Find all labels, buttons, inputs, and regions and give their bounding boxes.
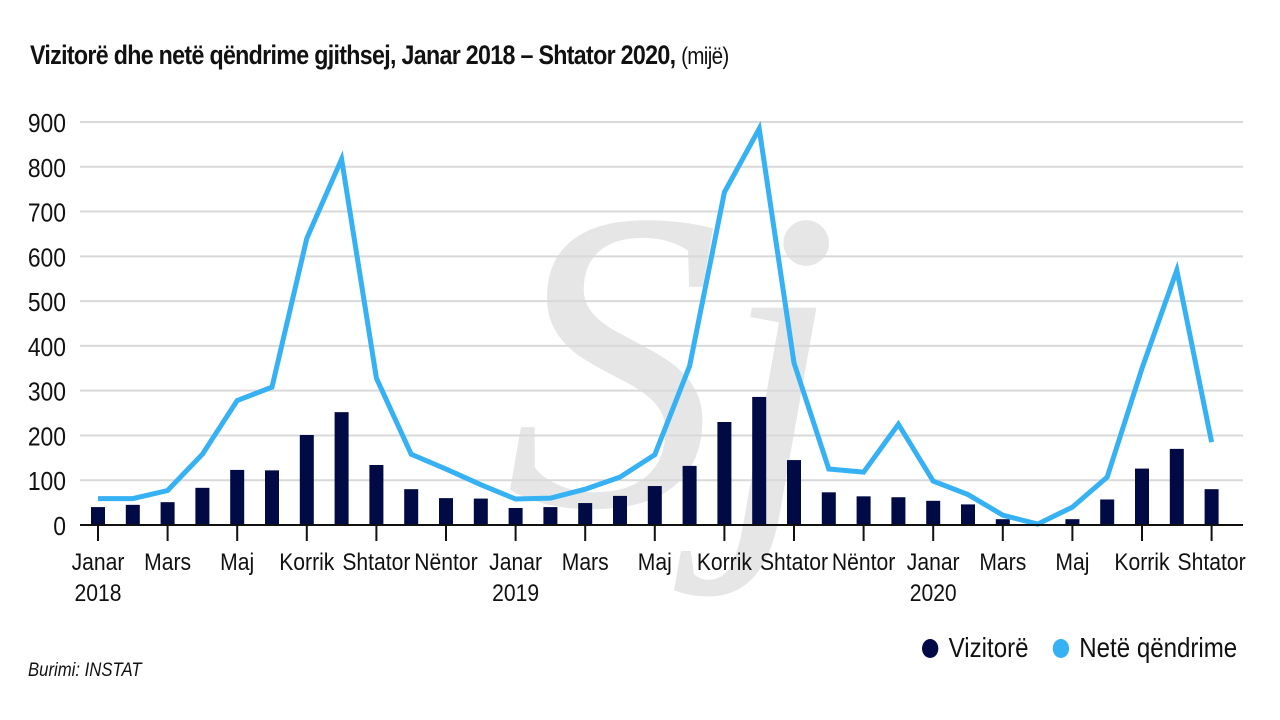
- watermark-logo: Sj: [505, 123, 839, 599]
- x-tick-label: Shtator: [1178, 549, 1247, 576]
- bar-visitors: [647, 486, 662, 525]
- legend: Vizitorë Netë qëndrime: [922, 632, 1261, 664]
- bar-visitors: [578, 503, 593, 525]
- x-tick-label: Janar: [72, 549, 125, 576]
- y-tick-label: 900: [28, 110, 66, 139]
- bar-visitors: [856, 496, 871, 525]
- x-tick-label: Janar: [489, 549, 542, 576]
- watermark-letters: Sj: [505, 123, 839, 599]
- bar-visitors: [299, 434, 314, 525]
- x-tick-label: Mars: [562, 549, 609, 576]
- x-tick-label: Janar: [907, 549, 960, 576]
- bar-visitors: [1135, 468, 1149, 525]
- x-tick-label: Korrik: [1114, 549, 1170, 576]
- bar-visitors: [926, 500, 941, 525]
- bar-visitors: [91, 507, 105, 525]
- bar-visitors: [787, 460, 801, 525]
- x-tick-label: Mars: [979, 549, 1026, 576]
- line-nights: [97, 120, 1215, 527]
- bars-visitors: [91, 396, 1219, 525]
- x-tick-label: Maj: [220, 549, 254, 576]
- bar-visitors: [961, 504, 975, 525]
- y-tick-label: 100: [28, 468, 66, 497]
- y-tick-label: 400: [28, 334, 66, 363]
- y-tick-label: 700: [28, 199, 66, 228]
- source-note: Burimi: INSTAT: [28, 660, 142, 681]
- bar-visitors: [821, 492, 836, 525]
- bar-visitors: [995, 519, 1010, 525]
- chart-title-text: Vizitorë dhe netë qëndrime gjithsej, Jan…: [30, 40, 676, 70]
- y-tick-label: 300: [28, 378, 66, 407]
- y-axis-ticks: 0 100 200 300 400 500 600 700 800 900: [28, 110, 66, 542]
- x-tick-label: Shtator: [760, 549, 829, 576]
- bar-visitors: [613, 495, 627, 525]
- bar-visitors: [439, 498, 453, 525]
- bar-visitors: [473, 498, 488, 525]
- y-tick-label: 0: [53, 513, 66, 542]
- bar-visitors: [1204, 489, 1219, 525]
- bar-visitors: [230, 469, 245, 525]
- x-tick-year: 2018: [75, 580, 122, 607]
- y-tick-label: 600: [28, 244, 66, 273]
- x-tick-label: Korrik: [279, 549, 335, 576]
- bar-visitors: [265, 470, 279, 525]
- legend-marker-nights: [1052, 638, 1069, 658]
- gridlines: [80, 121, 1243, 482]
- bar-visitors: [160, 502, 175, 525]
- bar-visitors: [543, 507, 558, 525]
- legend-marker-visitors: [922, 638, 939, 658]
- x-tick-label: Maj: [1055, 549, 1089, 576]
- bar-visitors: [752, 396, 767, 525]
- x-tick-label: Maj: [638, 549, 672, 576]
- x-tick-year: 2020: [910, 580, 957, 607]
- y-tick-label: 200: [28, 423, 66, 452]
- x-tick-label: Korrik: [697, 549, 753, 576]
- bar-visitors: [891, 497, 906, 525]
- bar-visitors: [1169, 448, 1184, 525]
- bar-visitors: [1100, 499, 1115, 525]
- chart-title-unit: (mijë): [681, 43, 729, 70]
- bar-visitors: [125, 504, 140, 525]
- bar-visitors: [195, 487, 210, 525]
- x-tick-year: 2019: [492, 580, 539, 607]
- y-tick-label: 800: [28, 154, 66, 183]
- legend-item-nights: Netë qëndrime: [1052, 632, 1238, 664]
- y-tick-label: 500: [28, 289, 66, 318]
- bar-visitors: [717, 422, 732, 525]
- x-tick-label: Nëntor: [414, 549, 478, 576]
- legend-label-visitors: Vizitorë: [948, 632, 1029, 663]
- legend-label-nights: Netë qëndrime: [1079, 632, 1238, 663]
- bar-visitors: [682, 465, 697, 525]
- bar-visitors: [334, 412, 349, 525]
- chart-title: Vizitorë dhe netë qëndrime gjithsej, Jan…: [30, 40, 729, 71]
- x-tick-label: Shtator: [342, 549, 411, 576]
- bar-visitors: [369, 464, 384, 525]
- bar-visitors: [1065, 519, 1080, 525]
- x-tick-label: Nëntor: [832, 549, 896, 576]
- bar-visitors: [508, 507, 523, 525]
- bar-visitors: [404, 489, 419, 525]
- legend-item-visitors: Vizitorë: [922, 632, 1029, 664]
- x-tick-label: Mars: [144, 549, 191, 576]
